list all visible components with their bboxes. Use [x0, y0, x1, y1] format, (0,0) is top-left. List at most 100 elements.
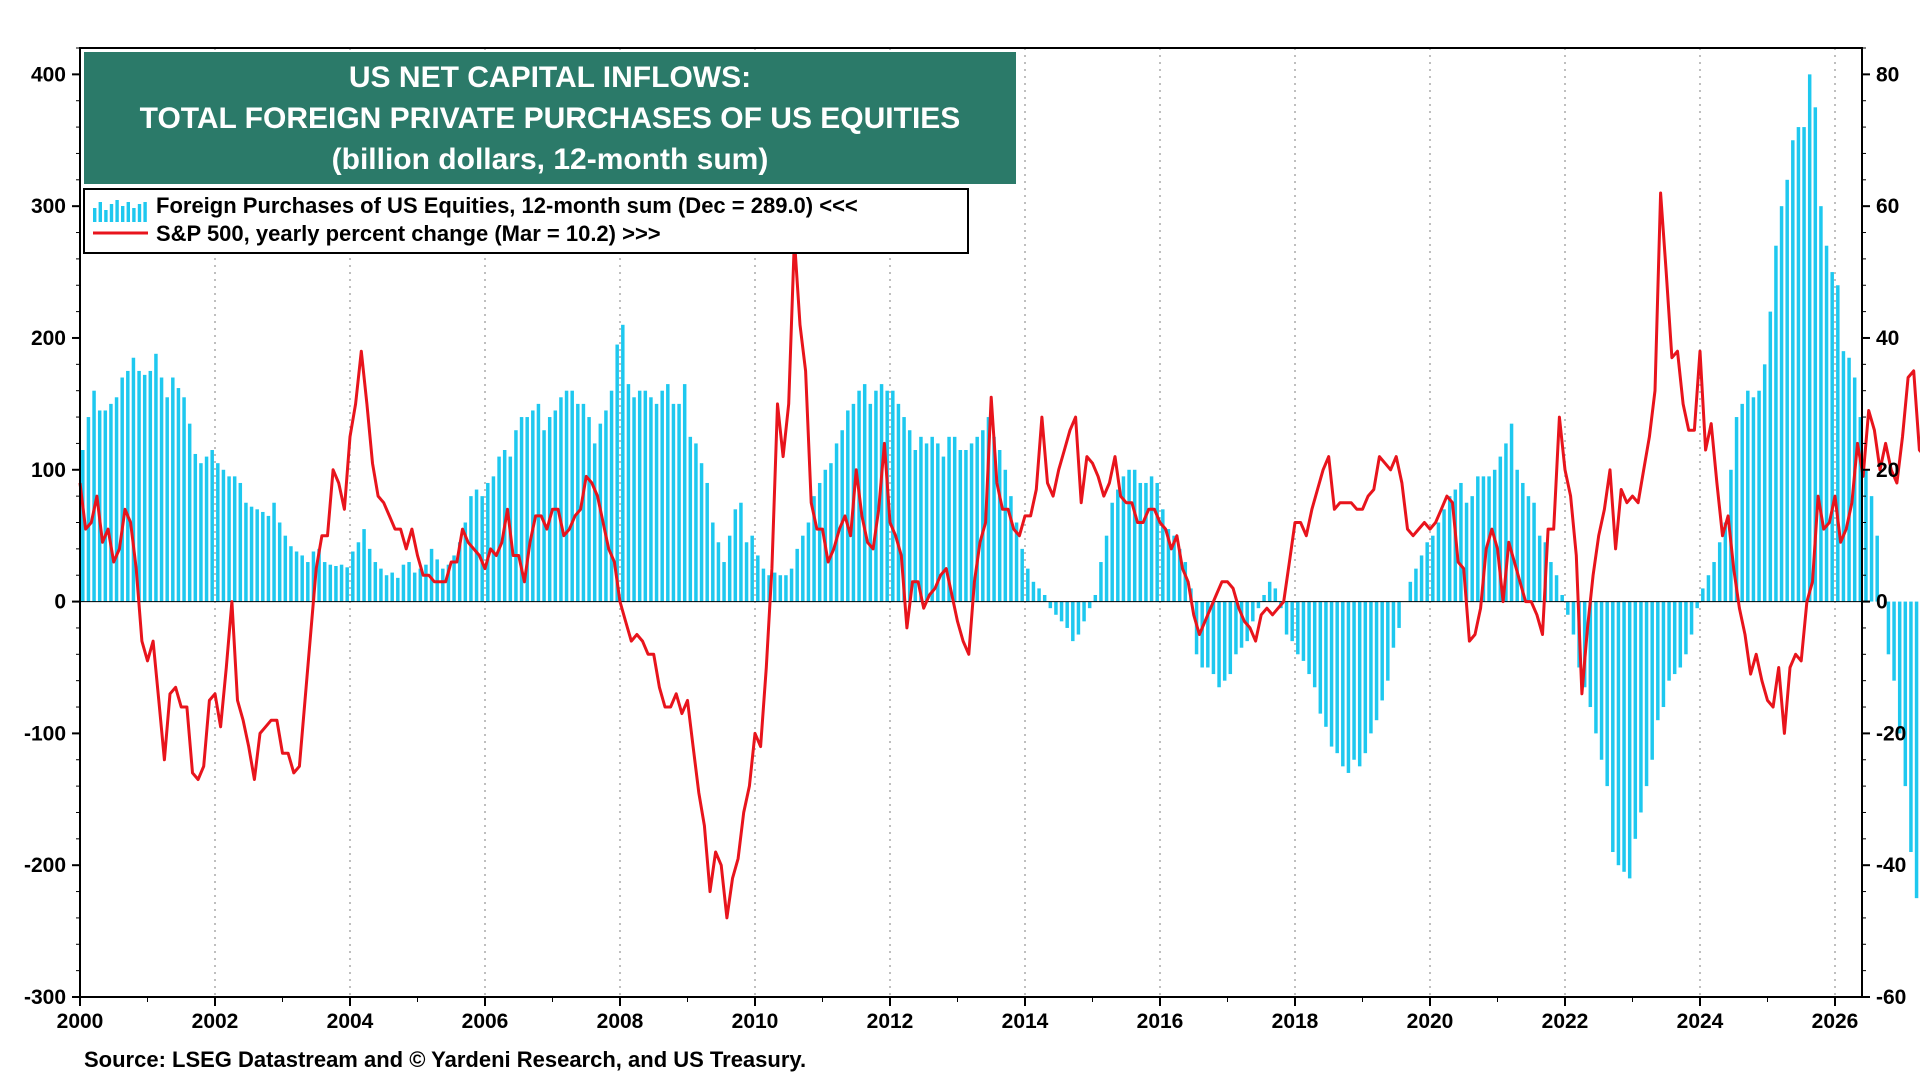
bar-83 [547, 417, 552, 602]
x-tick-label-2014: 2014 [1002, 1010, 1049, 1033]
right-tick-label-2: 40 [1876, 327, 1899, 350]
bar-196 [1183, 562, 1188, 602]
left-tick-label-2: 200 [31, 327, 66, 350]
bar-50 [362, 529, 366, 602]
bar-303 [1785, 179, 1789, 602]
bar-185 [1121, 476, 1126, 602]
bar-102 [654, 403, 659, 602]
bar-45 [334, 565, 338, 602]
bar-311 [1830, 272, 1834, 602]
bar-178 [1082, 601, 1086, 622]
bar-115 [727, 535, 732, 602]
bar-210 [1262, 594, 1266, 602]
bar-122 [767, 575, 771, 602]
bar-129 [806, 522, 811, 602]
bar-145 [896, 403, 901, 602]
bar-168 [1026, 568, 1030, 602]
left-tick-label-1: 300 [31, 195, 66, 218]
bar-65 [446, 564, 451, 602]
bar-78 [519, 417, 524, 602]
bar-88 [576, 403, 580, 602]
bar-51 [367, 548, 372, 602]
bar-95 [615, 344, 619, 602]
bar-0 [81, 450, 85, 602]
bar-93 [604, 410, 608, 602]
bar-324 [1903, 601, 1908, 787]
bar-121 [761, 568, 766, 602]
bar-6 [114, 397, 119, 602]
right-tick-label-6: -40 [1876, 854, 1906, 877]
bar-49 [356, 542, 361, 602]
bar-17 [176, 388, 181, 602]
bar-71 [480, 496, 484, 602]
bar-291 [1717, 542, 1722, 602]
bar-97 [626, 384, 631, 602]
bar-246 [1464, 502, 1469, 602]
bar-270 [1599, 601, 1604, 760]
bar-302 [1779, 206, 1784, 602]
legend-bar-swatch [93, 200, 147, 222]
bar-318 [1869, 496, 1874, 602]
bar-132 [823, 469, 828, 602]
bar-82 [542, 430, 546, 602]
bar-56 [396, 577, 400, 602]
bar-48 [351, 551, 355, 602]
bar-135 [840, 430, 844, 602]
bar-31 [255, 509, 259, 602]
bar-184 [1116, 489, 1120, 602]
bar-148 [913, 450, 918, 602]
bar-212 [1273, 588, 1278, 602]
bar-237 [1414, 568, 1418, 602]
bar-187 [1132, 469, 1137, 602]
x-tick-label-2024: 2024 [1677, 1010, 1724, 1033]
bar-10 [137, 370, 141, 602]
bar-27 [232, 476, 237, 602]
bar-26 [227, 476, 231, 602]
bar-161 [986, 417, 991, 602]
bar-12 [148, 370, 153, 602]
bar-139 [862, 384, 867, 602]
x-tick-label-2010: 2010 [732, 1010, 779, 1033]
x-tick-label-2016: 2016 [1137, 1010, 1184, 1033]
bar-80 [531, 410, 535, 602]
bar-264 [1566, 601, 1570, 615]
bar-87 [570, 390, 574, 602]
bar-28 [238, 482, 243, 602]
bar-315 [1852, 377, 1857, 602]
bar-242 [1442, 509, 1446, 602]
right-tick-label-7: -60 [1876, 986, 1906, 1009]
x-tick-label-2006: 2006 [462, 1010, 509, 1033]
bar-111 [705, 482, 709, 602]
bar-240 [1431, 535, 1435, 602]
bar-289 [1706, 575, 1711, 602]
bar-116 [733, 509, 738, 602]
bar-219 [1312, 601, 1317, 688]
bar-33 [266, 515, 271, 602]
right-tick-label-1: 60 [1876, 195, 1899, 218]
left-tick-label-5: -100 [24, 722, 66, 745]
bar-37 [289, 546, 293, 602]
bar-107 [682, 384, 687, 602]
bar-215 [1290, 601, 1294, 642]
bar-14 [159, 377, 164, 602]
legend-swatch-bar [137, 204, 142, 222]
bar-225 [1346, 601, 1351, 773]
chart-title-line-1: US NET CAPITAL INFLOWS: [349, 61, 751, 94]
bar-108 [688, 436, 693, 602]
x-tick-label-2002: 2002 [192, 1010, 239, 1033]
bar-156 [958, 450, 963, 602]
bar-229 [1369, 601, 1373, 734]
bar-99 [637, 390, 642, 602]
bar-55 [390, 572, 394, 602]
bar-263 [1560, 594, 1564, 602]
bar-200 [1206, 601, 1210, 668]
bar-217 [1301, 601, 1306, 661]
bar-21 [199, 463, 203, 602]
legend-swatch-bar [115, 200, 119, 222]
bar-236 [1408, 581, 1413, 602]
bar-9 [131, 357, 136, 602]
bar-232 [1386, 601, 1390, 681]
chart-subtitle: (billion dollars, 12-month sum) [332, 143, 769, 176]
right-tick-label-0: 80 [1876, 63, 1899, 86]
bar-85 [559, 397, 563, 602]
